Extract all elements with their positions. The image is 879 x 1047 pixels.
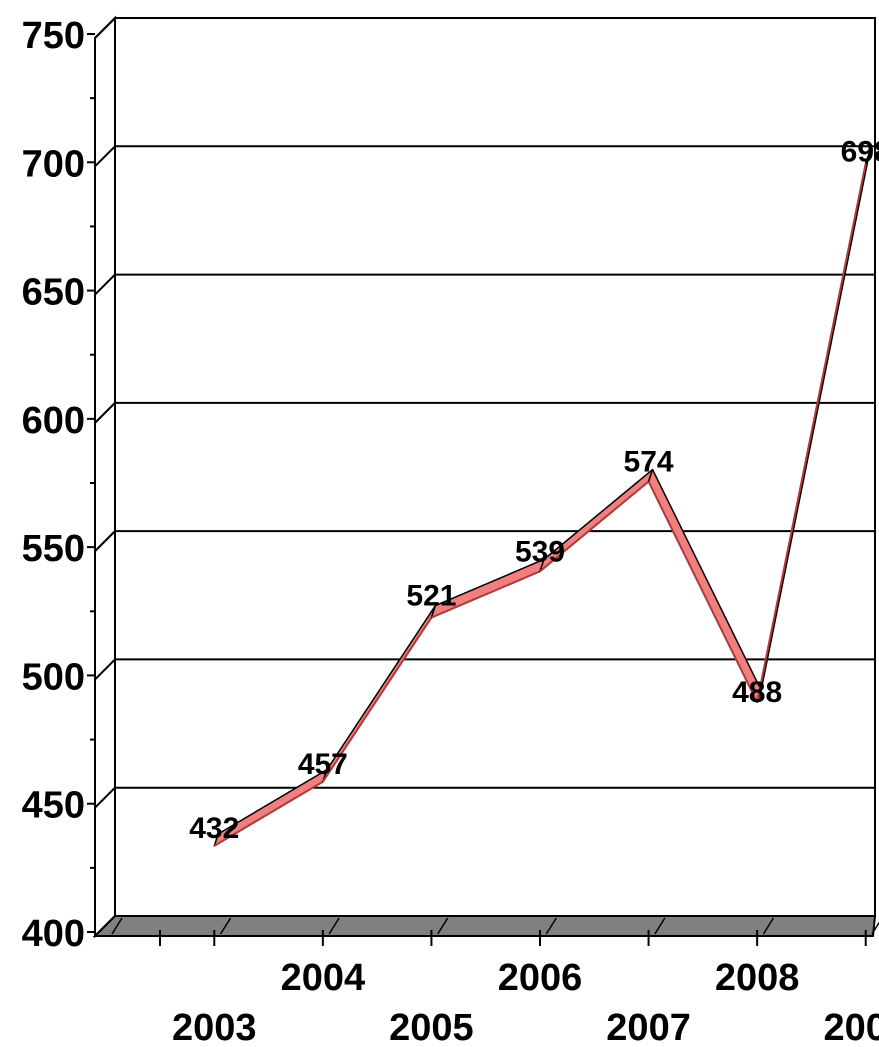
y-tick-label: 650	[22, 272, 85, 314]
x-tick-label: 2003	[172, 1007, 257, 1047]
back-wall	[114, 17, 876, 917]
x-tick-label: 2004	[281, 957, 366, 999]
gridline-wall	[94, 273, 116, 296]
y-tick-label: 700	[22, 143, 85, 185]
chart-walls	[92, 15, 877, 939]
x-tick-label: 2007	[606, 1007, 691, 1047]
floor-tick	[437, 917, 449, 935]
x-tick-label: 2009	[823, 1007, 879, 1047]
y-tick-label: 450	[22, 785, 85, 827]
floor	[92, 915, 877, 937]
floor-tick	[219, 917, 232, 935]
ribbon-edge	[756, 163, 867, 703]
gridline-wall	[94, 530, 116, 552]
floor-tick	[328, 917, 340, 935]
gridline-wall	[94, 787, 116, 809]
data-label: 521	[406, 580, 456, 613]
x-axis: 2003 2004 2005 2006 2007 2008 2009	[111, 917, 879, 1047]
data-label: 488	[732, 676, 782, 709]
y-tick-label: 550	[22, 528, 85, 570]
floor-tick	[111, 917, 123, 935]
ribbon-edge	[322, 616, 433, 783]
data-labels: 432 457 521 539 574 488 698	[189, 135, 879, 844]
y-tick-label: 500	[22, 656, 85, 698]
data-label: 539	[515, 535, 565, 568]
x-tick-label: 2006	[498, 957, 583, 999]
gridline-wall	[94, 145, 116, 167]
y-tick-label: 600	[22, 400, 85, 442]
gridline-wall	[94, 402, 116, 424]
data-label: 432	[189, 812, 239, 845]
y-tick-label: 750	[22, 15, 85, 57]
data-label: 698	[841, 135, 879, 168]
gridlines	[94, 17, 875, 809]
data-label: 574	[624, 446, 674, 479]
y-tick-label: 400	[22, 913, 85, 955]
y-axis: 400 450 500 550 600 650 700 750	[22, 15, 95, 955]
ribbon-edge	[539, 480, 650, 573]
ribbon-edge	[431, 570, 541, 619]
floor-tick	[762, 917, 775, 935]
x-tick-label: 2005	[389, 1007, 474, 1047]
series-ribbon	[213, 150, 871, 847]
gridline-wall	[94, 658, 116, 681]
floor-tick	[545, 917, 557, 935]
gridline-wall	[94, 17, 116, 39]
data-label: 457	[298, 748, 348, 781]
floor-tick	[871, 921, 879, 935]
floor-tick	[654, 917, 666, 935]
x-tick-label: 2008	[715, 957, 800, 999]
ribbon-edge	[647, 481, 759, 703]
ribbon-edge	[213, 780, 324, 847]
